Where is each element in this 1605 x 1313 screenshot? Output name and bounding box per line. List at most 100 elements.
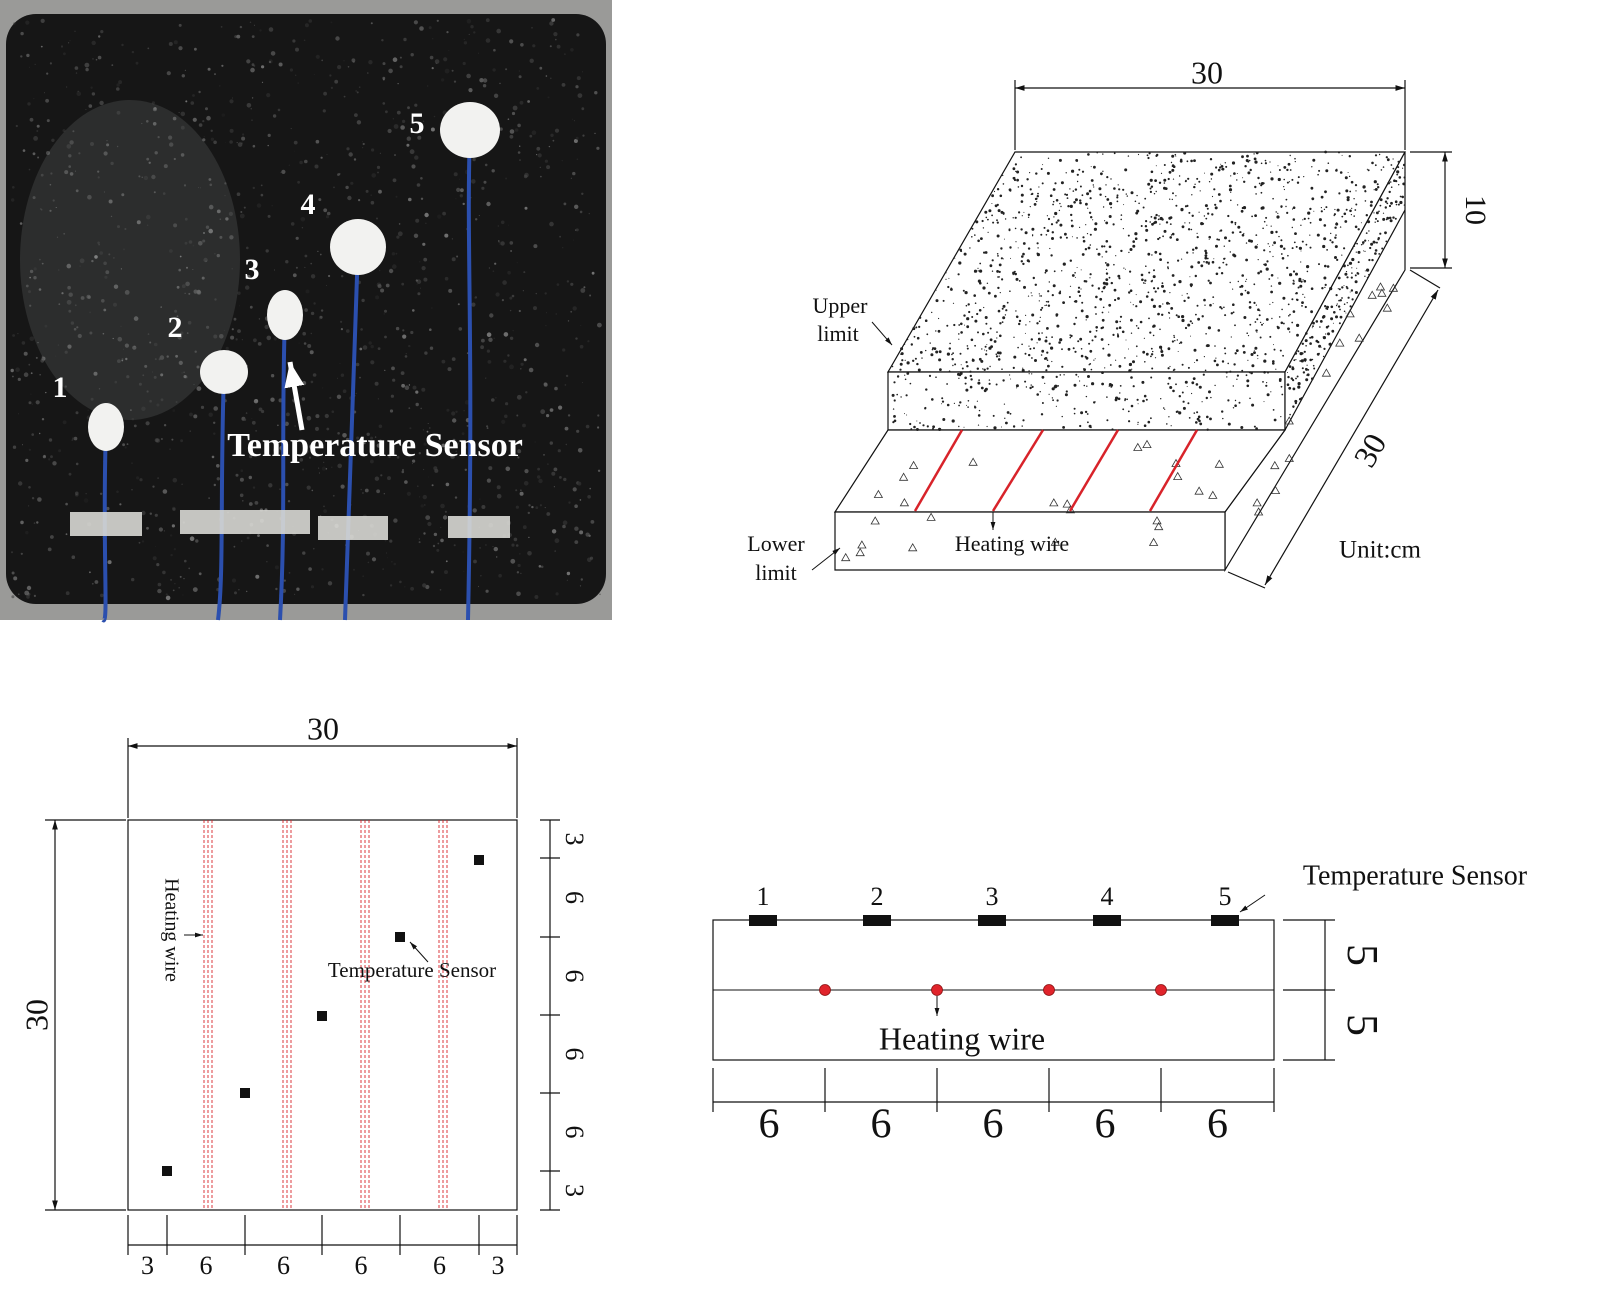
- stipple: [959, 352, 962, 355]
- stipple: [1101, 382, 1104, 386]
- wire-label: Heating wire: [879, 1020, 1045, 1056]
- texture-dot: [250, 108, 252, 110]
- stipple: [1385, 218, 1388, 221]
- texture-dot: [552, 139, 555, 142]
- stipple: [1107, 343, 1110, 346]
- texture-dot: [477, 52, 480, 54]
- stipple: [1041, 306, 1044, 309]
- stipple: [1168, 376, 1171, 380]
- stipple: [1397, 166, 1400, 169]
- stipple: [995, 355, 999, 358]
- stipple: [1256, 318, 1259, 321]
- stipple: [932, 425, 935, 429]
- texture-dot: [318, 472, 320, 474]
- stipple: [1027, 216, 1030, 218]
- texture-dot: [540, 175, 542, 178]
- texture-dot: [208, 497, 210, 499]
- texture-dot: [271, 205, 273, 207]
- stipple: [946, 383, 948, 385]
- stipple: [977, 381, 981, 385]
- stipple: [1193, 185, 1196, 189]
- stipple: [1269, 335, 1272, 338]
- texture-dot: [34, 63, 36, 66]
- texture-dot: [165, 595, 171, 601]
- texture-dot: [370, 344, 374, 349]
- stipple: [1020, 260, 1023, 263]
- stipple: [1069, 285, 1072, 287]
- texture-dot: [576, 158, 579, 161]
- texture-dot: [535, 292, 537, 295]
- texture-dot: [559, 476, 562, 479]
- stipple: [1076, 180, 1079, 183]
- stipple: [1337, 276, 1341, 280]
- stipple: [1079, 380, 1081, 382]
- stipple: [1106, 198, 1110, 201]
- texture-dot: [232, 97, 233, 99]
- texture-dot: [12, 334, 16, 337]
- texture-dot: [238, 305, 241, 307]
- texture-dot: [422, 429, 424, 431]
- stipple: [1301, 352, 1304, 355]
- texture-dot: [192, 587, 198, 592]
- texture-dot: [337, 65, 342, 70]
- texture-dot: [214, 253, 216, 255]
- texture-dot: [46, 119, 50, 123]
- stipple: [1219, 166, 1222, 169]
- stipple: [979, 269, 983, 273]
- stipple: [945, 272, 947, 274]
- stipple: [935, 299, 939, 303]
- stipple: [1305, 332, 1308, 335]
- texture-dot: [325, 468, 328, 470]
- stipple: [1101, 256, 1103, 258]
- stipple: [1298, 246, 1302, 250]
- texture-dot: [422, 242, 426, 246]
- stipple: [1177, 351, 1179, 352]
- texture-dot: [209, 183, 213, 187]
- stipple: [1096, 248, 1098, 250]
- stipple: [1070, 219, 1073, 222]
- stipple: [1117, 297, 1120, 300]
- texture-dot: [553, 31, 558, 37]
- stipple: [973, 269, 978, 273]
- stipple: [1376, 183, 1379, 186]
- stipple: [1202, 373, 1205, 376]
- texture-dot: [519, 100, 524, 105]
- texture-dot: [505, 402, 509, 406]
- stipple: [1193, 159, 1196, 163]
- texture-dot: [221, 64, 224, 67]
- aggregate: [1194, 486, 1204, 495]
- texture-dot: [415, 390, 419, 394]
- texture-dot: [479, 498, 481, 500]
- texture-dot: [548, 145, 551, 148]
- stipple: [1171, 340, 1174, 343]
- stipple: [1038, 320, 1041, 323]
- texture-dot: [509, 39, 514, 44]
- stipple: [997, 209, 1001, 213]
- stipple: [1272, 255, 1274, 258]
- texture-dot: [301, 227, 304, 229]
- stipple: [1171, 168, 1175, 172]
- texture-dot: [68, 472, 72, 476]
- stipple: [1064, 232, 1067, 236]
- stipple: [1396, 170, 1400, 174]
- stipple: [1141, 380, 1145, 384]
- stipple: [1081, 170, 1085, 173]
- stipple: [1040, 354, 1043, 356]
- stipple: [1303, 350, 1306, 353]
- stipple: [1289, 169, 1292, 171]
- stipple: [1062, 301, 1065, 304]
- stipple: [1273, 418, 1277, 422]
- stipple: [974, 234, 976, 236]
- stipple: [1292, 206, 1296, 209]
- texture-dot: [10, 368, 14, 373]
- texture-dot: [216, 253, 220, 258]
- texture-dot: [456, 255, 459, 258]
- stipple: [1298, 398, 1302, 401]
- stipple: [1270, 391, 1272, 393]
- stipple: [1074, 188, 1078, 191]
- stipple: [1044, 271, 1047, 274]
- texture-dot: [189, 412, 193, 417]
- texture-dot: [390, 394, 394, 398]
- texture-dot: [58, 449, 62, 453]
- texture-dot: [32, 196, 36, 200]
